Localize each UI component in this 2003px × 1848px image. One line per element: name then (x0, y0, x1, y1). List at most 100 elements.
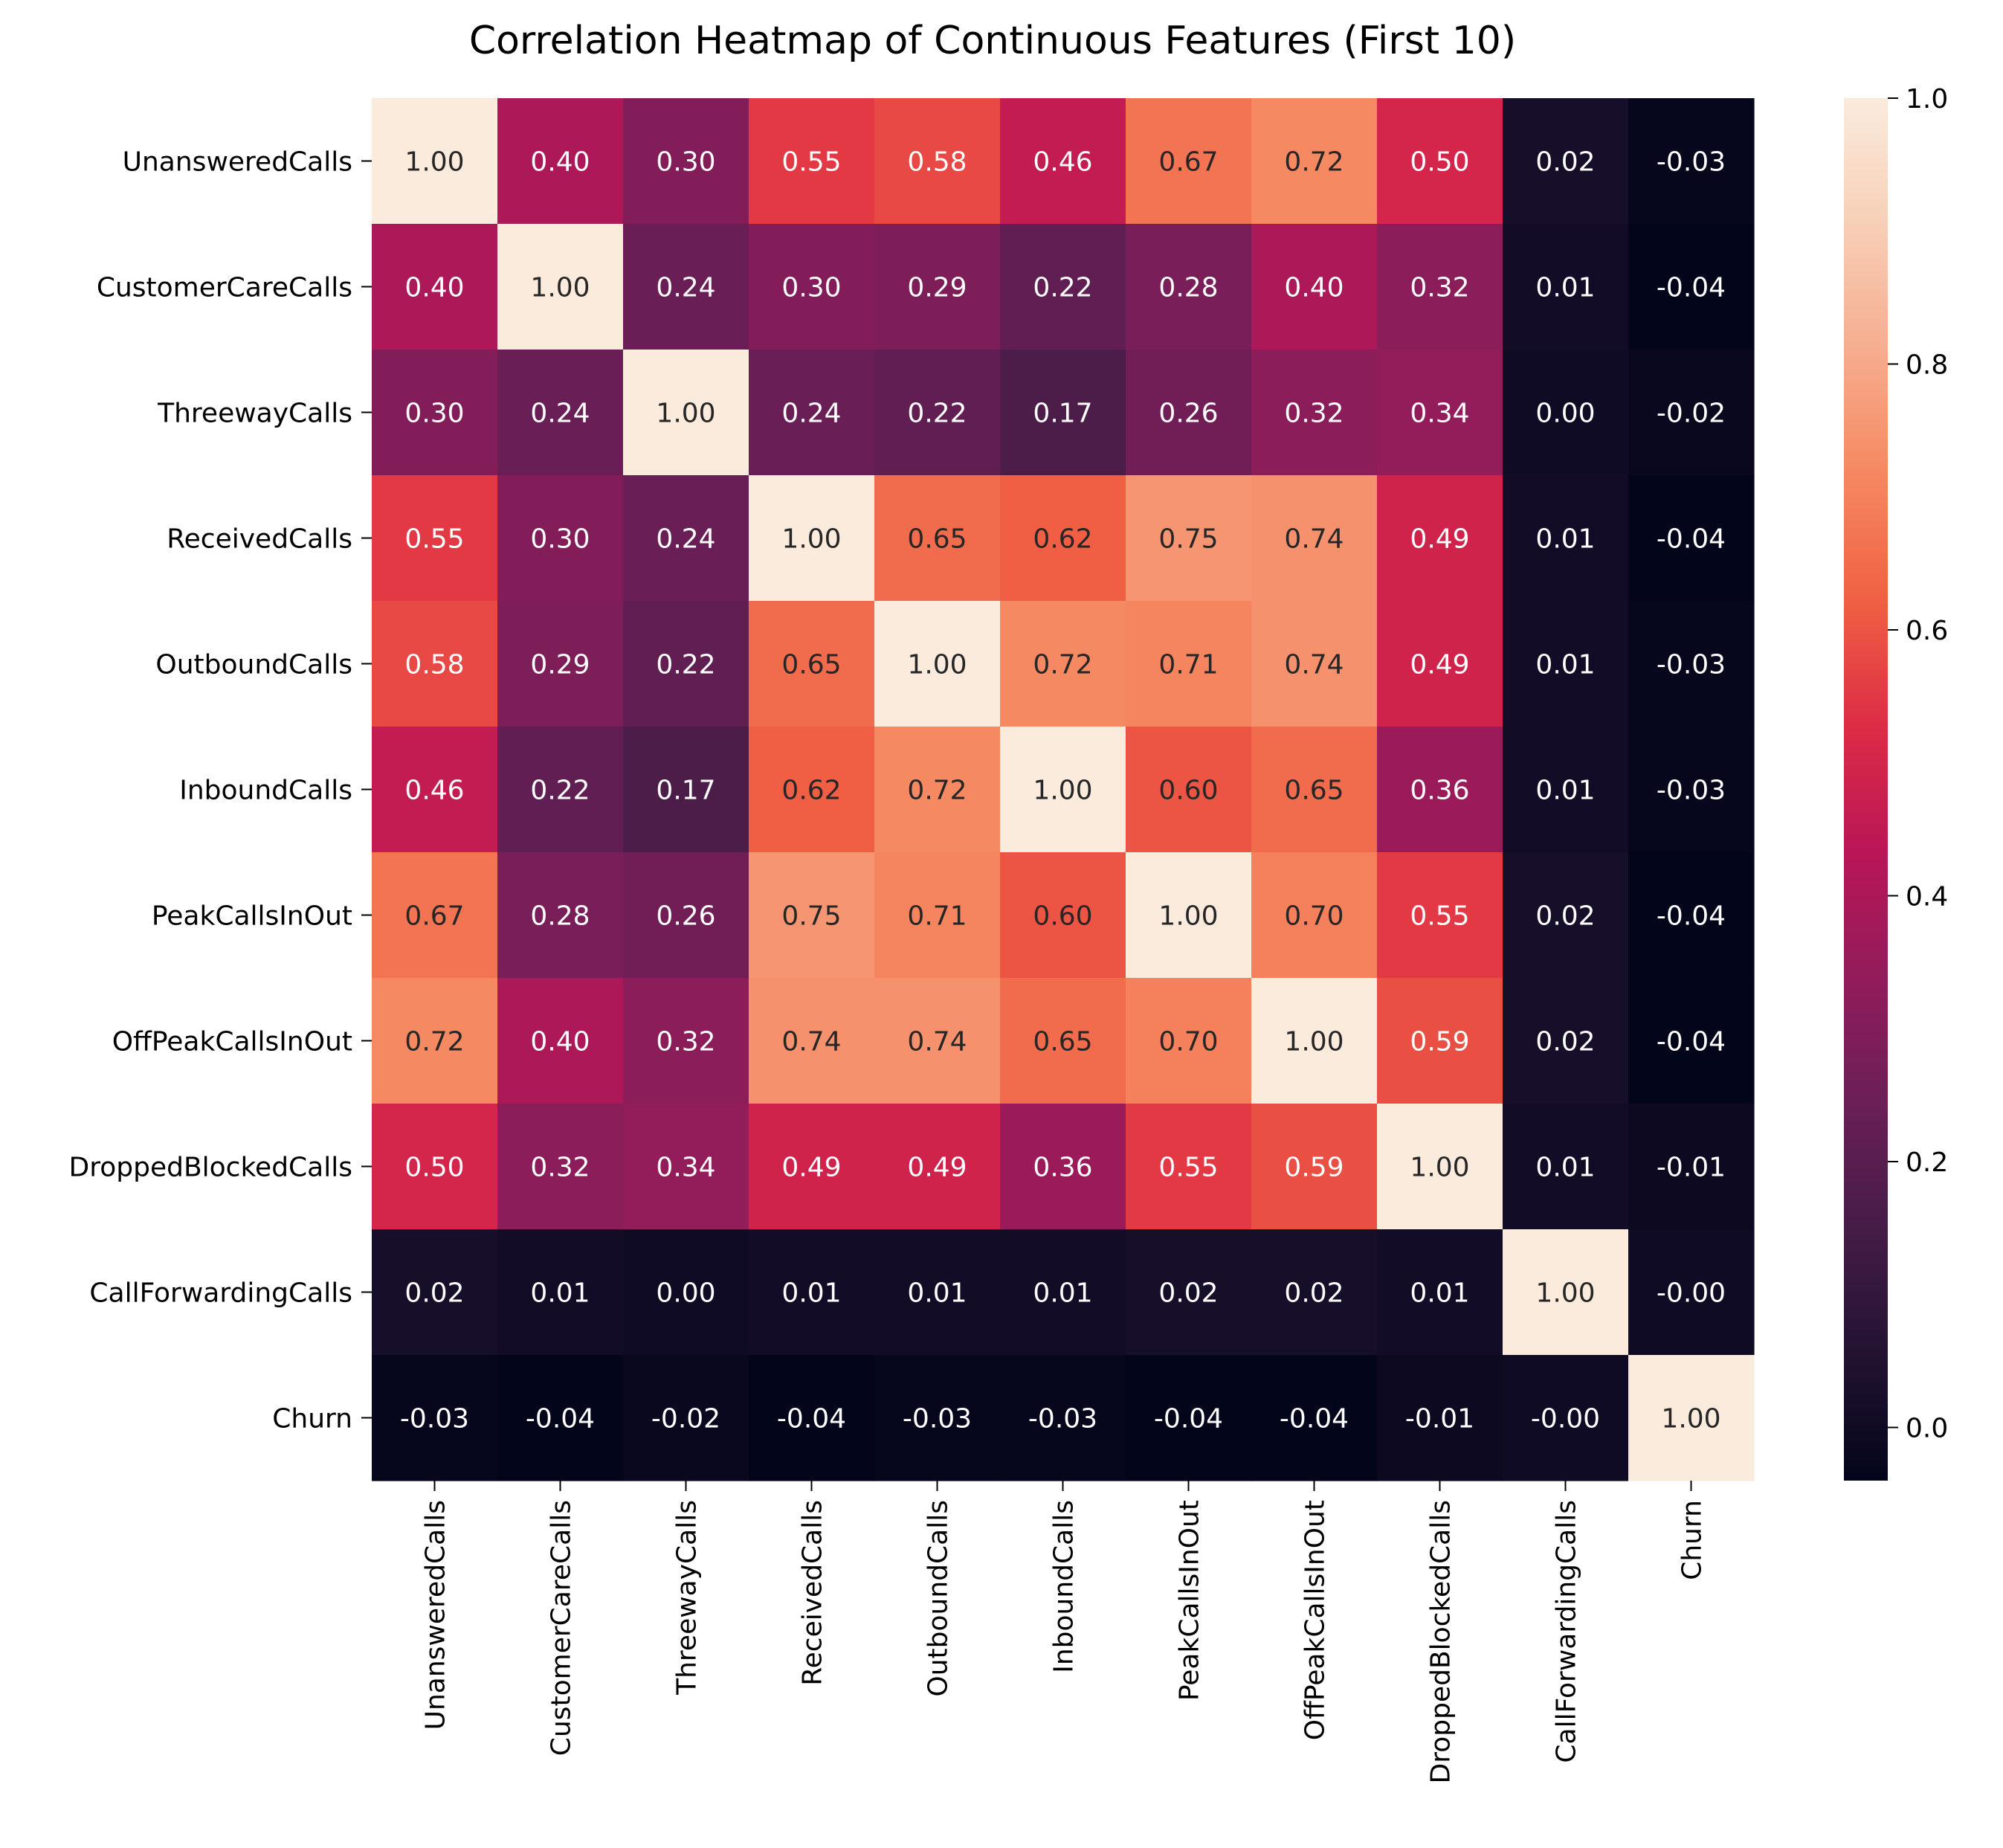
heatmap-cell (1000, 475, 1126, 602)
cell-annotation: 0.74 (781, 1027, 841, 1057)
heatmap-cell (874, 852, 1001, 979)
heatmap-cell (1126, 98, 1252, 225)
cell-annotation: 0.24 (781, 399, 841, 429)
cell-annotation: 0.50 (1410, 147, 1469, 178)
heatmap-cell (874, 601, 1001, 727)
heatmap-cell (1503, 601, 1629, 727)
cell-annotation: 0.00 (656, 1278, 715, 1309)
y-tick-label: Churn (272, 1404, 352, 1435)
cell-annotation: 0.46 (1033, 147, 1092, 178)
heatmap-cell (749, 727, 875, 853)
heatmap-cell (623, 727, 749, 853)
heatmap-cell (1503, 98, 1629, 225)
x-tick-label: CallForwardingCalls (1552, 1500, 1582, 1763)
x-tick-label: OffPeakCallsInOut (1300, 1500, 1331, 1740)
cell-annotation: 0.02 (1158, 1278, 1218, 1309)
cell-annotation: 0.40 (530, 1027, 590, 1057)
cell-annotation: 0.01 (1535, 524, 1595, 555)
heatmap-cell (1377, 475, 1503, 602)
cell-annotation: -0.00 (1657, 1278, 1726, 1309)
cell-annotation: 0.00 (1535, 399, 1595, 429)
heatmap-cell (1377, 350, 1503, 476)
cell-annotation: -0.04 (777, 1404, 846, 1435)
heatmap-cell (497, 475, 624, 602)
y-tick-label: CustomerCareCalls (97, 273, 352, 303)
cell-annotation: -0.03 (1657, 776, 1726, 806)
y-tick-label: OutboundCalls (155, 650, 352, 680)
cell-annotation: 0.02 (1284, 1278, 1344, 1309)
heatmap-cell (1377, 224, 1503, 350)
cell-annotation: 0.49 (781, 1153, 841, 1183)
cell-annotation: 0.01 (1535, 650, 1595, 680)
cell-annotation: 0.72 (1284, 147, 1344, 178)
cell-annotation: 0.01 (1033, 1278, 1092, 1309)
x-tick-label: PeakCallsInOut (1175, 1500, 1205, 1701)
heatmap-cell (623, 224, 749, 350)
heatmap-cell (1000, 978, 1126, 1104)
heatmap-cell (1628, 727, 1755, 853)
cell-annotation: 0.02 (404, 1278, 464, 1309)
cell-annotation: 0.29 (907, 273, 967, 303)
heatmap-cell (1126, 475, 1252, 602)
heatmap-cell (1503, 1229, 1629, 1356)
cell-annotation: 0.55 (781, 147, 841, 178)
y-tick-label: ReceivedCalls (167, 524, 352, 555)
heatmap-cell (497, 1229, 624, 1356)
heatmap-cell (1251, 727, 1378, 853)
cell-annotation: 0.40 (404, 273, 464, 303)
heatmap-cell (1251, 98, 1378, 225)
cell-annotation: 1.00 (404, 147, 464, 178)
heatmap-cell (623, 1355, 749, 1481)
colorbar: 0.0 0.2 0.4 0.6 0.8 1.0 (1844, 84, 1948, 1481)
heatmap-cell (623, 852, 749, 979)
cell-annotation: -0.04 (1280, 1404, 1349, 1435)
heatmap-cell (749, 350, 875, 476)
heatmap-cell (874, 475, 1001, 602)
cell-annotation: 0.01 (781, 1278, 841, 1309)
colorbar-tick-label: 0.6 (1906, 616, 1948, 646)
heatmap-cell (372, 852, 498, 979)
heatmap-cell (1628, 475, 1755, 602)
heatmap-cell (1000, 852, 1126, 979)
cell-annotation: 0.32 (1410, 273, 1469, 303)
cell-annotation: 1.00 (656, 399, 715, 429)
cell-annotation: 0.30 (404, 399, 464, 429)
x-tick-label: InboundCalls (1049, 1500, 1080, 1673)
cell-annotation: -0.01 (1405, 1404, 1474, 1435)
heatmap-cell (1126, 1229, 1252, 1356)
cell-annotation: 0.58 (404, 650, 464, 680)
cell-annotation: 0.28 (530, 901, 590, 932)
cell-annotation: 1.00 (1410, 1153, 1469, 1183)
heatmap-cell (372, 1355, 498, 1481)
cell-annotation: 0.01 (530, 1278, 590, 1309)
heatmap-cell (623, 978, 749, 1104)
cell-annotation: 0.24 (656, 273, 715, 303)
y-tick-label: DroppedBlockedCalls (69, 1153, 353, 1183)
cell-annotation: -0.01 (1657, 1153, 1726, 1183)
cell-annotation: 0.55 (404, 524, 464, 555)
cell-annotation: 0.65 (1033, 1027, 1092, 1057)
cell-annotation: 0.71 (907, 901, 967, 932)
heatmap-cell (1377, 727, 1503, 853)
y-tick-label: CallForwardingCalls (89, 1278, 352, 1309)
cell-annotation: 0.74 (1284, 650, 1344, 680)
heatmap-cell (372, 601, 498, 727)
heatmap-cell (1628, 350, 1755, 476)
heatmap-cell (1503, 978, 1629, 1104)
heatmap-cell (874, 1229, 1001, 1356)
cell-annotation: 0.49 (1410, 524, 1469, 555)
colorbar-tick-label: 1.0 (1906, 84, 1948, 115)
heatmap-cell (1126, 852, 1252, 979)
cell-annotation: 0.70 (1284, 901, 1344, 932)
y-tick-label: OffPeakCallsInOut (112, 1027, 352, 1057)
cell-annotation: 1.00 (530, 273, 590, 303)
heatmap-cell (749, 1355, 875, 1481)
heatmap-cell (1251, 1355, 1378, 1481)
heatmap-cell (1503, 475, 1629, 602)
cell-annotation: 0.30 (656, 147, 715, 178)
cell-annotation: 1.00 (1661, 1404, 1720, 1435)
cell-annotation: 0.75 (1158, 524, 1218, 555)
cell-annotation: 0.22 (530, 776, 590, 806)
cell-annotation: 0.65 (1284, 776, 1344, 806)
